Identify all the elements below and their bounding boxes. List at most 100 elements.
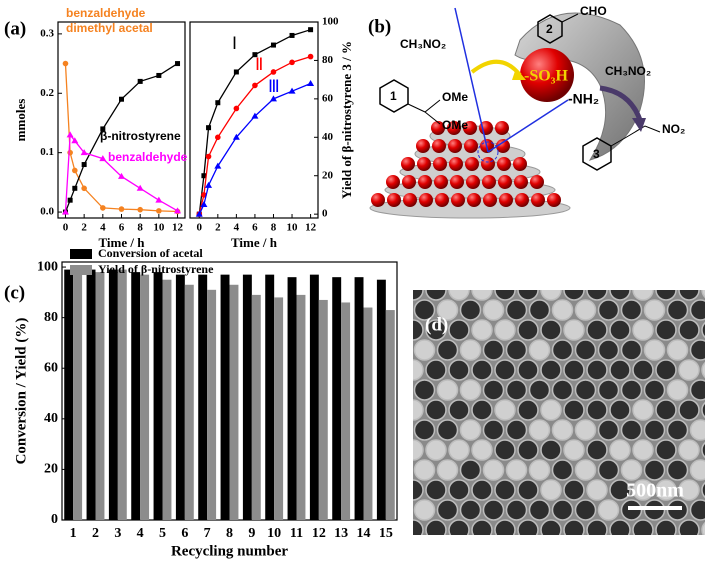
marker: [232, 133, 240, 140]
arrowhead: [632, 118, 646, 132]
sphere: [449, 157, 463, 171]
pore: [574, 379, 597, 401]
bar: [175, 274, 185, 520]
x-tick-label: 10: [267, 526, 281, 541]
pore: [597, 379, 620, 401]
pore: [425, 479, 447, 501]
marker: [200, 201, 208, 208]
pore: [632, 399, 654, 421]
marker: [118, 172, 125, 179]
x-tick-label: 0: [63, 222, 69, 234]
pore: [609, 439, 631, 461]
series-label: Ⅰ: [232, 34, 237, 53]
bar: [363, 307, 373, 520]
y-tick-label: 0: [322, 208, 328, 220]
pore: [413, 499, 436, 521]
pore: [574, 339, 597, 361]
pore: [632, 519, 654, 535]
bar: [332, 277, 342, 520]
pore: [655, 319, 677, 341]
pore: [413, 439, 424, 461]
marker: [67, 197, 73, 203]
sphere: [432, 139, 446, 153]
bar: [274, 297, 284, 520]
sphere: [387, 193, 401, 207]
pore: [540, 319, 562, 341]
marker: [100, 126, 106, 132]
bar: [296, 294, 306, 520]
pore: [528, 499, 551, 521]
pore: [459, 379, 482, 401]
series-label: β-nitrostyrene: [100, 129, 181, 143]
pore: [471, 290, 493, 301]
pore: [413, 339, 436, 361]
pore: [701, 441, 705, 459]
marker: [72, 167, 78, 174]
pore: [436, 339, 459, 361]
pore: [551, 459, 574, 481]
pore: [563, 290, 585, 301]
bar: [108, 269, 118, 520]
pore: [471, 479, 493, 501]
pore: [586, 359, 608, 381]
pore: [643, 379, 666, 401]
pore: [678, 399, 700, 421]
pore: [632, 290, 654, 301]
bar: [64, 269, 74, 520]
pore: [597, 419, 620, 441]
y-tick-label: 60: [44, 360, 58, 375]
x-tick-label: 8: [226, 526, 233, 541]
x-tick-label: 9: [248, 526, 255, 541]
marker: [67, 149, 73, 156]
pore: [517, 479, 539, 501]
pore: [448, 290, 470, 301]
pore: [655, 479, 677, 501]
pore: [574, 419, 597, 441]
x-tick-label: 12: [312, 526, 326, 541]
bond: [561, 13, 579, 23]
pore: [425, 359, 447, 381]
pore: [528, 459, 551, 481]
marker: [307, 53, 314, 60]
pore: [678, 319, 700, 341]
pore: [471, 319, 493, 341]
x-axis-label: Recycling number: [171, 543, 288, 559]
pore: [701, 361, 705, 379]
x-tick-label: 6: [252, 222, 258, 234]
bar: [117, 269, 127, 520]
zoom-line: [454, 7, 489, 153]
pore: [494, 359, 516, 381]
marker: [72, 185, 78, 191]
pore: [482, 419, 505, 441]
pore: [632, 319, 654, 341]
bar: [242, 274, 252, 520]
pore: [482, 299, 505, 321]
x-tick-label: 6: [181, 526, 188, 541]
pore: [666, 379, 689, 401]
pore: [448, 359, 470, 381]
bar: [73, 269, 83, 520]
legend-swatch: [70, 249, 92, 259]
legend-label: Yield of β-nitrostyrene: [98, 262, 214, 276]
pore: [551, 419, 574, 441]
pore: [505, 499, 528, 521]
x-tick-label: 0: [197, 222, 203, 234]
label: 1: [390, 89, 397, 103]
x-tick-label: 2: [215, 222, 221, 234]
pore: [620, 339, 643, 361]
y-tick-label: 40: [44, 411, 58, 426]
marker: [233, 69, 239, 75]
pore: [620, 379, 643, 401]
pore: [563, 519, 585, 535]
pore: [551, 379, 574, 401]
pore: [609, 359, 631, 381]
pore: [425, 399, 447, 421]
bar: [198, 274, 208, 520]
pore: [666, 459, 689, 481]
pore: [655, 290, 677, 301]
marker: [307, 79, 315, 86]
pore: [540, 519, 562, 535]
pore: [655, 359, 677, 381]
y-tick-label: 60: [322, 92, 334, 104]
pore: [517, 439, 539, 461]
